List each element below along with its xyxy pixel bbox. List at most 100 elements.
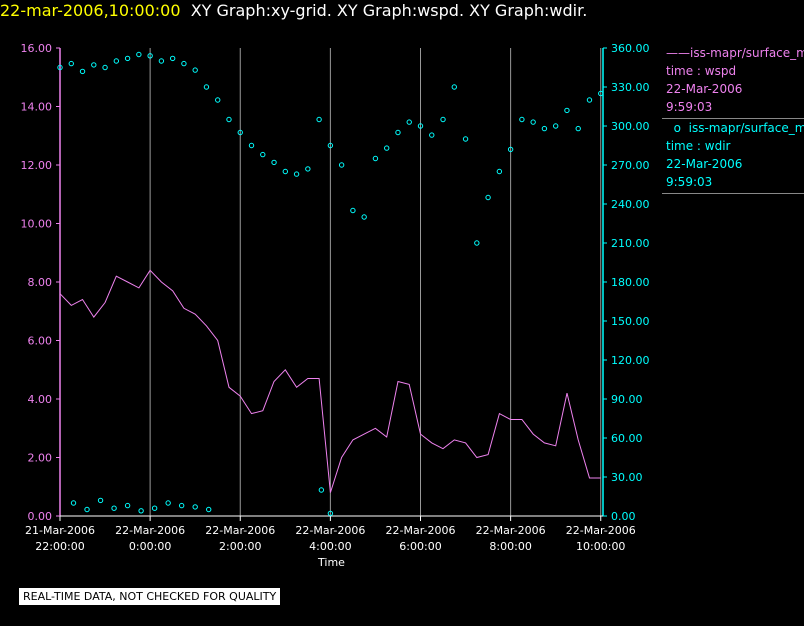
left-tick-label: 10.00 — [21, 218, 53, 231]
left-tick-label: 6.00 — [28, 335, 53, 348]
wdir-point — [305, 166, 311, 172]
x-tick-time: 10:00:00 — [576, 540, 625, 553]
wdir-point — [111, 505, 117, 511]
right-tick-label: 240.00 — [611, 198, 650, 211]
left-tick-label: 0.00 — [28, 510, 53, 523]
wdir-point — [68, 60, 74, 67]
wdir-point — [102, 64, 108, 71]
wdir-point — [395, 129, 401, 136]
wdir-point — [350, 207, 356, 214]
wdir-point — [97, 497, 104, 504]
wdir-point — [178, 502, 185, 509]
wdir-point — [124, 55, 131, 62]
wdir-point — [136, 51, 142, 58]
right-tick-label: 30.00 — [611, 471, 643, 484]
x-tick-date: 22-Mar-2006 — [295, 524, 365, 537]
x-tick-time: 6:00:00 — [399, 540, 441, 553]
wdir-point — [226, 116, 232, 123]
right-tick-label: 120.00 — [611, 354, 650, 367]
wdir-point — [361, 214, 367, 220]
wdir-point — [575, 125, 581, 132]
legend: ——iss-mapr/surface_met time : wspd 22-Ma… — [662, 44, 804, 194]
legend-var: time : wdir — [666, 139, 731, 153]
wspd-line — [59, 269, 601, 493]
wdir-point — [462, 136, 469, 142]
x-tick-date: 22-Mar-2006 — [476, 524, 546, 537]
wdir-point — [327, 142, 334, 149]
left-tick-label: 2.00 — [28, 452, 53, 465]
left-tick-label: 12.00 — [21, 159, 53, 172]
x-tick-date: 22-Mar-2006 — [566, 524, 636, 537]
title-graph-list: XY Graph:xy-grid. XY Graph:wspd. XY Grap… — [190, 1, 588, 20]
wdir-point — [138, 508, 144, 514]
right-tick-label: 270.00 — [611, 159, 650, 172]
wdir-point — [440, 116, 446, 123]
wdir-point — [372, 155, 379, 162]
legend-line-icon: —— — [666, 46, 690, 60]
wdir-point — [124, 502, 131, 509]
left-tick-label: 8.00 — [28, 276, 53, 289]
wdir-point — [485, 194, 491, 201]
x-tick-time: 0:00:00 — [129, 540, 171, 553]
wdir-point — [496, 168, 503, 175]
right-tick-label: 300.00 — [611, 120, 650, 133]
legend-date: 22-Mar-2006 — [666, 82, 743, 96]
wdir-point — [530, 119, 536, 125]
wdir-point — [237, 129, 243, 136]
right-tick-label: 60.00 — [611, 432, 643, 445]
legend-var: time : wspd — [666, 64, 737, 78]
legend-name: iss-mapr/surface_met — [690, 46, 804, 60]
wdir-point — [192, 504, 198, 510]
left-tick-label: 4.00 — [28, 393, 53, 406]
wdir-point — [260, 151, 266, 158]
legend-entry-wspd: ——iss-mapr/surface_met time : wspd 22-Ma… — [662, 44, 804, 119]
wdir-point — [474, 240, 480, 246]
x-tick-date: 22-Mar-2006 — [205, 524, 275, 537]
left-tick-label: 14.00 — [21, 101, 53, 114]
wdir-point — [79, 68, 86, 75]
wdir-point — [206, 506, 212, 513]
legend-time: 9:59:03 — [666, 100, 713, 114]
wdir-point — [338, 162, 345, 168]
right-tick-label: 180.00 — [611, 276, 650, 289]
wdir-point — [91, 62, 97, 68]
wdir-point — [57, 64, 63, 71]
legend-entry-title: o iss-mapr/surface_met — [666, 119, 804, 137]
wdir-point — [598, 90, 604, 97]
wdir-point — [519, 116, 525, 123]
wdir-point — [384, 145, 390, 151]
legend-date: 22-Mar-2006 — [666, 157, 743, 171]
wdir-point — [327, 510, 334, 517]
wdir-point — [451, 84, 457, 90]
x-tick-date: 22-Mar-2006 — [115, 524, 185, 537]
right-tick-label: 330.00 — [611, 81, 650, 94]
wdir-point — [147, 53, 153, 59]
wdir-point — [541, 125, 548, 132]
wdir-point — [151, 505, 158, 511]
wdir-point — [169, 55, 176, 62]
wdir-point — [406, 119, 412, 125]
wdir-point — [586, 97, 593, 103]
right-tick-label: 0.00 — [611, 510, 636, 523]
wdir-point — [282, 168, 289, 175]
x-tick-time: 2:00:00 — [219, 540, 261, 553]
wdir-point — [564, 107, 570, 114]
wdir-point — [70, 500, 77, 506]
right-tick-label: 360.00 — [611, 42, 650, 55]
right-tick-label: 210.00 — [611, 237, 650, 250]
wdir-point — [203, 84, 210, 90]
wdir-point — [181, 60, 187, 67]
legend-entry-wdir: o iss-mapr/surface_met time : wdir 22-Ma… — [662, 119, 804, 194]
x-tick-time: 8:00:00 — [489, 540, 531, 553]
right-tick-label: 150.00 — [611, 315, 650, 328]
wdir-point — [113, 58, 120, 64]
x-axis-label: Time — [317, 556, 345, 569]
x-tick-date: 21-Mar-2006 — [25, 524, 95, 537]
wdir-point — [158, 58, 165, 64]
quality-note: REAL-TIME DATA, NOT CHECKED FOR QUALITY — [19, 588, 281, 605]
left-tick-label: 16.00 — [21, 42, 53, 55]
wdir-point — [507, 146, 514, 153]
legend-name: iss-mapr/surface_met — [688, 121, 804, 135]
legend-circle-icon: o — [666, 121, 689, 135]
